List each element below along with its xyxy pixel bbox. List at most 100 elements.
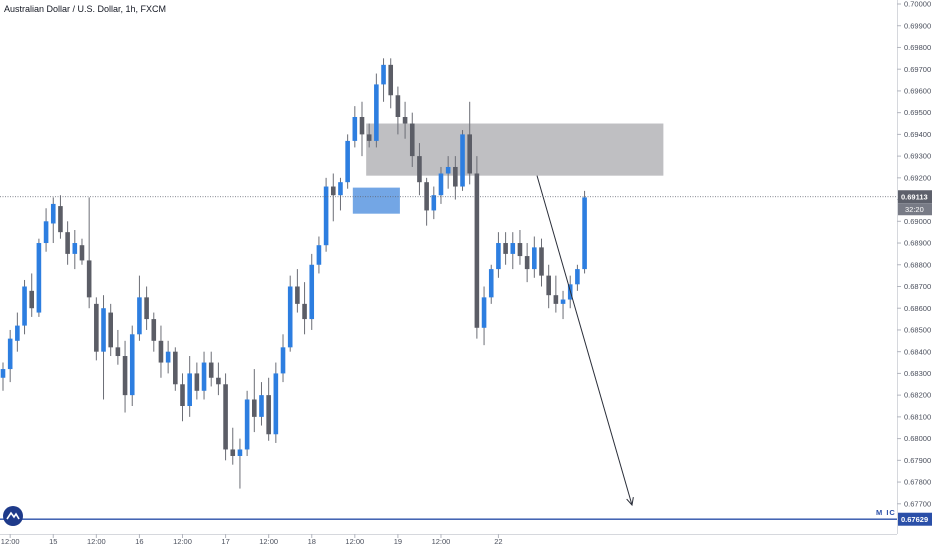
- candle-down: [223, 384, 228, 450]
- candle-up: [36, 243, 42, 313]
- candle-down: [402, 116, 408, 124]
- candle-up: [273, 373, 279, 435]
- x-tick-label: 12:00: [259, 537, 278, 546]
- x-tick-label: 12:00: [345, 537, 364, 546]
- candle-up: [345, 140, 350, 183]
- countdown-tag-bg: [898, 203, 932, 216]
- candle-up: [259, 395, 264, 417]
- candle-down: [151, 319, 157, 341]
- candle-down: [417, 156, 422, 183]
- candle-down: [29, 290, 35, 309]
- y-tick-label: 0.67700: [904, 499, 931, 508]
- candle-down: [158, 340, 164, 363]
- projection-arrow: [536, 175, 633, 506]
- candle-down: [546, 275, 551, 296]
- candle-down: [86, 260, 92, 298]
- candle-up: [445, 166, 451, 174]
- y-tick-label: 0.68900: [904, 239, 931, 248]
- candle-up: [560, 299, 566, 304]
- x-tick-label: 12:00: [432, 537, 451, 546]
- candle-up: [309, 264, 315, 320]
- y-tick-label: 0.68400: [904, 347, 931, 356]
- y-tick-label: 0.69900: [904, 21, 931, 30]
- candle-up: [338, 182, 343, 196]
- candle-up: [323, 186, 329, 246]
- candle-up: [280, 347, 286, 374]
- candle-up: [438, 173, 444, 196]
- y-tick-label: 0.68000: [904, 434, 931, 443]
- y-tick-label: 0.69200: [904, 173, 931, 182]
- candle-up: [22, 286, 27, 326]
- chart-title: Australian Dollar / U.S. Dollar, 1h, FXC…: [4, 4, 166, 14]
- candles-layer: [0, 58, 587, 489]
- candle-down: [58, 206, 63, 233]
- candle-up: [431, 195, 437, 211]
- candle-up: [496, 243, 501, 270]
- candle-up: [244, 399, 250, 450]
- candle-up: [582, 197, 587, 270]
- x-tick-label: 19: [394, 537, 402, 546]
- zones-layer: [352, 123, 664, 214]
- candle-down: [295, 286, 300, 304]
- candle-up: [460, 134, 465, 187]
- x-tick-label: 16: [135, 537, 143, 546]
- candle-up: [165, 351, 171, 363]
- candle-up: [137, 297, 142, 335]
- candle-up: [481, 297, 487, 328]
- candle-down: [230, 449, 236, 456]
- candle-down: [302, 303, 307, 320]
- x-tick-label: 12:00: [1, 537, 20, 546]
- resistance-zone: [366, 123, 664, 176]
- candle-down: [553, 295, 559, 304]
- candle-down: [108, 312, 113, 348]
- candle-up: [237, 449, 243, 456]
- candle-down: [173, 351, 178, 385]
- logo-icon: [6, 511, 20, 520]
- candle-down: [94, 303, 99, 352]
- overlays-layer: M IC: [0, 175, 897, 526]
- candle-down: [330, 186, 336, 196]
- countdown-tag-value: 32:20: [905, 205, 924, 214]
- candle-down: [144, 297, 149, 320]
- time-axis[interactable]: 12:00 15 12:00 16 12:00 17 12:00 18 12:00 19 12:00…: [1, 534, 503, 546]
- entry-box: [352, 187, 400, 214]
- candle-up: [15, 325, 20, 341]
- x-tick-label: 12:00: [173, 537, 192, 546]
- candle-up: [575, 269, 580, 285]
- y-tick-label: 0.69800: [904, 43, 931, 52]
- candle-up: [532, 247, 537, 270]
- y-tick-label: 0.68700: [904, 282, 931, 291]
- candle-up: [0, 369, 6, 378]
- candle-up: [488, 269, 494, 298]
- y-tick-label: 0.69500: [904, 108, 931, 117]
- y-tick-label: 0.69600: [904, 87, 931, 96]
- candle-up: [50, 203, 56, 224]
- price-tag-bg: [898, 190, 932, 204]
- candle-down: [395, 95, 401, 117]
- price-axis[interactable]: 0.70000 0.69900 0.69800 0.69700 0.69600 0.695…: [897, 0, 932, 526]
- candle-up: [187, 373, 192, 407]
- candle-up: [381, 64, 386, 85]
- arrow-head: [626, 497, 634, 507]
- x-tick-label: 18: [308, 537, 316, 546]
- candle-down: [524, 256, 530, 270]
- candle-down: [424, 182, 429, 211]
- candle-down: [194, 373, 200, 391]
- candle-down: [366, 134, 372, 141]
- y-tick-label: 0.69700: [904, 65, 931, 74]
- x-tick-label: 17: [221, 537, 229, 546]
- candle-down: [517, 243, 523, 257]
- candle-up: [201, 362, 207, 391]
- candle-up: [316, 245, 322, 265]
- candle-up: [7, 338, 13, 370]
- candle-down: [79, 245, 85, 261]
- y-tick-label: 0.68600: [904, 304, 931, 313]
- support-tag-bg: [898, 512, 932, 526]
- y-tick-label: 0.69300: [904, 152, 931, 161]
- candle-up: [129, 334, 135, 396]
- candle-up: [510, 243, 516, 254]
- y-tick-label: 0.67900: [904, 456, 931, 465]
- candle-down: [539, 247, 544, 276]
